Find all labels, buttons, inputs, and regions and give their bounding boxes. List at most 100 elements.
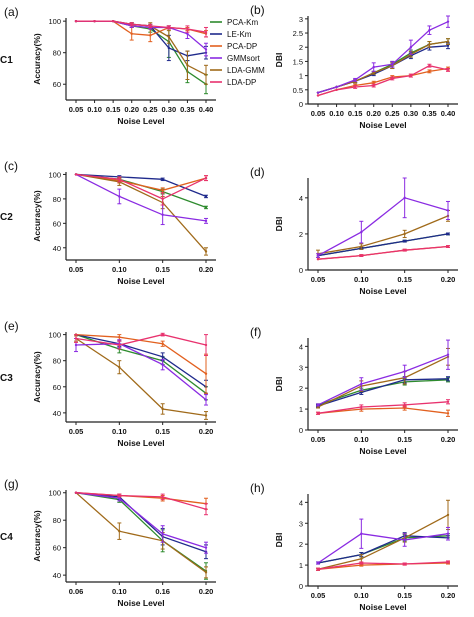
data-point (186, 27, 189, 31)
x-tick-label: 0.20 (441, 435, 456, 444)
data-point (372, 65, 375, 69)
series-line (317, 401, 449, 414)
data-point (93, 19, 96, 23)
series-line (75, 333, 207, 388)
data-point (372, 84, 375, 87)
x-tick-label: 0.15 (155, 265, 170, 274)
data-point (204, 571, 208, 574)
series-line (75, 173, 207, 222)
y-tick-label: 40 (53, 244, 61, 253)
series-lda-dp (74, 19, 208, 38)
x-tick-label: 0.20 (124, 105, 139, 114)
y-tick-label: 40 (53, 409, 61, 418)
data-point (149, 24, 152, 28)
data-point (428, 64, 431, 67)
y-tick-label: 100 (48, 17, 61, 26)
panel-letter: (d) (250, 165, 265, 179)
data-point (118, 497, 121, 500)
y-tick-label: 1 (299, 405, 303, 414)
y-tick-label: 80 (53, 49, 61, 58)
y-axis-title: Accuracy(%) (32, 510, 42, 562)
data-point (204, 195, 208, 198)
data-point (161, 495, 164, 499)
legend-label: LE-Km (227, 30, 252, 39)
data-point (335, 88, 338, 92)
row-label: C2 (0, 212, 13, 223)
y-tick-label: 80 (53, 195, 61, 204)
data-point (161, 532, 164, 536)
data-point (74, 491, 78, 494)
data-point (161, 363, 164, 366)
x-tick-label: 0.05 (69, 105, 84, 114)
data-point (167, 46, 171, 50)
series-line (317, 514, 449, 570)
data-point (446, 40, 450, 43)
series-line (317, 245, 449, 260)
x-tick-label: 0.20 (199, 587, 214, 596)
data-point (446, 412, 450, 415)
data-point (74, 173, 78, 176)
y-axis-title: Accuracy(%) (32, 351, 42, 403)
data-point (360, 557, 363, 561)
series-line (317, 379, 449, 406)
data-point (74, 343, 78, 347)
data-point (403, 370, 406, 373)
y-tick-label: 60 (53, 544, 61, 553)
data-point (360, 382, 363, 386)
x-tick-label: 0.15 (106, 105, 121, 114)
x-tick-label: 0.05 (311, 109, 326, 118)
series-line (317, 21, 449, 94)
y-axis-title: Accuracy(%) (32, 33, 42, 85)
data-point (409, 46, 413, 49)
data-point (186, 64, 189, 67)
legend-label: LDA-DP (227, 78, 256, 87)
y-tick-label: 60 (53, 80, 61, 89)
series-gmmsort (74, 491, 208, 554)
panel-letter: (a) (4, 5, 19, 19)
y-axis-title: DBI (274, 53, 284, 68)
series-pca-km (74, 333, 208, 401)
series-line (317, 378, 449, 407)
y-tick-label: 4 (299, 498, 303, 507)
series-gmmsort (316, 518, 450, 565)
x-tick-label: 0.05 (311, 275, 326, 284)
x-tick-label: 0.40 (441, 109, 456, 118)
data-point (161, 333, 164, 336)
data-point (118, 529, 121, 533)
series-line (75, 173, 207, 200)
data-point (74, 19, 78, 23)
y-tick-label: 80 (53, 357, 61, 366)
x-tick-label: 0.10 (112, 587, 127, 596)
series-line (75, 492, 207, 510)
data-point (186, 32, 189, 35)
data-point (204, 73, 208, 76)
x-tick-label: 0.20 (199, 427, 214, 436)
data-point (403, 562, 406, 566)
series-line (76, 20, 207, 33)
data-point (360, 532, 363, 535)
data-point (403, 403, 406, 407)
y-tick-label: 2 (299, 230, 303, 239)
x-tick-label: 0.16 (155, 587, 170, 596)
y-tick-label: 3 (299, 519, 303, 528)
x-tick-label: 0.35 (180, 105, 195, 114)
data-point (204, 206, 208, 209)
data-point (111, 19, 115, 23)
data-point (409, 74, 413, 77)
data-point (446, 513, 450, 517)
x-tick-label: 0.25 (385, 109, 400, 118)
x-tick-label: 0.20 (441, 275, 456, 284)
x-tick-label: 0.06 (69, 587, 84, 596)
x-tick-label: 0.35 (422, 109, 437, 118)
series-line (317, 533, 449, 564)
y-tick-label: 3 (299, 15, 303, 24)
data-point (316, 254, 320, 257)
y-tick-label: 100 (48, 170, 61, 179)
data-point (149, 34, 152, 37)
series-line (75, 173, 207, 252)
series-gmmsort (74, 338, 208, 406)
data-point (74, 337, 78, 340)
y-tick-label: 0 (299, 582, 303, 591)
series-line (317, 407, 449, 414)
x-tick-label: 0.10 (354, 591, 369, 600)
